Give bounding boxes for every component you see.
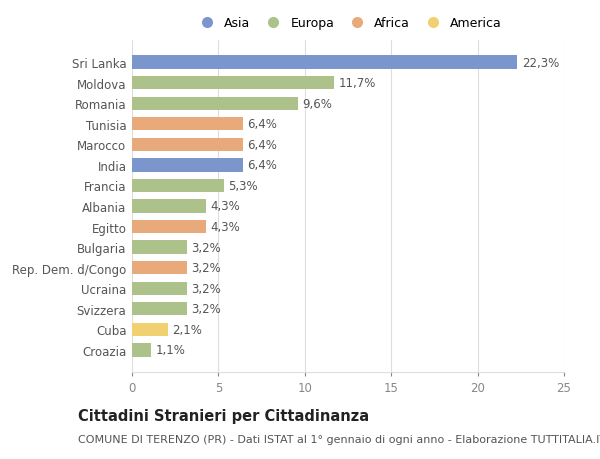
Bar	[132, 302, 187, 316]
Text: 9,6%: 9,6%	[302, 97, 332, 111]
Bar	[132, 282, 187, 295]
Bar	[132, 323, 168, 336]
Bar	[132, 179, 224, 193]
Bar	[132, 241, 187, 254]
Text: 6,4%: 6,4%	[247, 159, 277, 172]
Text: 5,3%: 5,3%	[228, 179, 257, 192]
Text: 6,4%: 6,4%	[247, 118, 277, 131]
Text: 6,4%: 6,4%	[247, 139, 277, 151]
Bar	[132, 77, 334, 90]
Text: 3,2%: 3,2%	[191, 282, 221, 295]
Text: 1,1%: 1,1%	[155, 344, 185, 357]
Text: 11,7%: 11,7%	[338, 77, 376, 90]
Text: 2,1%: 2,1%	[173, 323, 202, 336]
Text: COMUNE DI TERENZO (PR) - Dati ISTAT al 1° gennaio di ogni anno - Elaborazione TU: COMUNE DI TERENZO (PR) - Dati ISTAT al 1…	[78, 434, 600, 443]
Text: 4,3%: 4,3%	[211, 221, 241, 234]
Bar	[132, 200, 206, 213]
Legend: Asia, Europa, Africa, America: Asia, Europa, Africa, America	[191, 15, 505, 33]
Text: Cittadini Stranieri per Cittadinanza: Cittadini Stranieri per Cittadinanza	[78, 408, 369, 423]
Bar	[132, 220, 206, 234]
Bar	[132, 56, 517, 70]
Text: 3,2%: 3,2%	[191, 262, 221, 274]
Bar	[132, 138, 242, 151]
Bar	[132, 262, 187, 275]
Text: 3,2%: 3,2%	[191, 241, 221, 254]
Text: 4,3%: 4,3%	[211, 200, 241, 213]
Text: 3,2%: 3,2%	[191, 302, 221, 316]
Bar	[132, 97, 298, 111]
Text: 22,3%: 22,3%	[521, 56, 559, 69]
Bar	[132, 343, 151, 357]
Bar	[132, 159, 242, 172]
Bar	[132, 118, 242, 131]
